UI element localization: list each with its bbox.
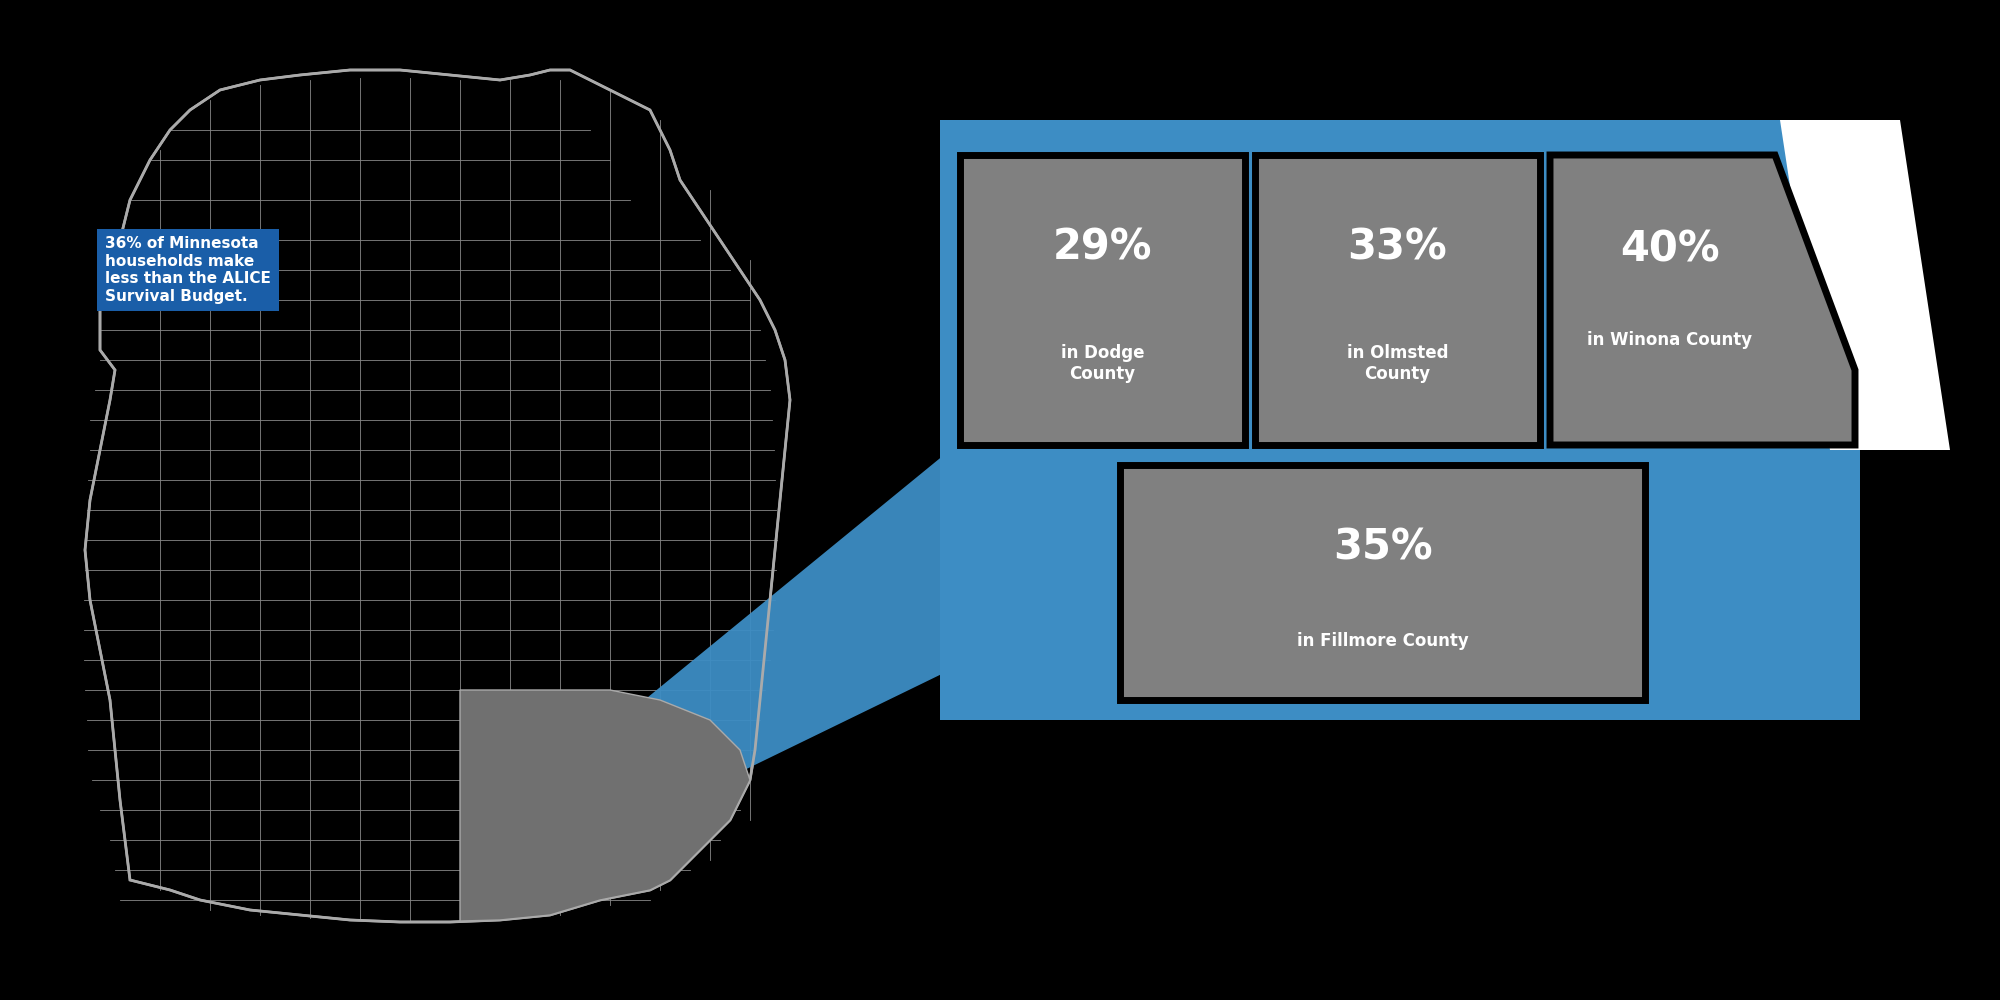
Polygon shape [580, 450, 950, 850]
Text: 29%: 29% [1052, 227, 1152, 269]
Text: 40%: 40% [1620, 229, 1720, 271]
Polygon shape [1550, 155, 1856, 445]
Text: 36% of Minnesota
households make
less than the ALICE
Survival Budget.: 36% of Minnesota households make less th… [104, 236, 270, 304]
FancyBboxPatch shape [1120, 465, 1644, 700]
Text: in Fillmore County: in Fillmore County [1296, 632, 1468, 650]
Text: in Winona County: in Winona County [1588, 331, 1752, 349]
Polygon shape [460, 690, 750, 921]
Text: in Olmsted
County: in Olmsted County [1346, 344, 1448, 383]
Text: 33%: 33% [1348, 227, 1448, 269]
FancyBboxPatch shape [940, 120, 1860, 720]
Text: 35%: 35% [1332, 526, 1432, 568]
Polygon shape [1780, 120, 1950, 450]
FancyBboxPatch shape [1256, 155, 1540, 445]
FancyBboxPatch shape [960, 155, 1244, 445]
Text: in Dodge
County: in Dodge County [1060, 344, 1144, 383]
